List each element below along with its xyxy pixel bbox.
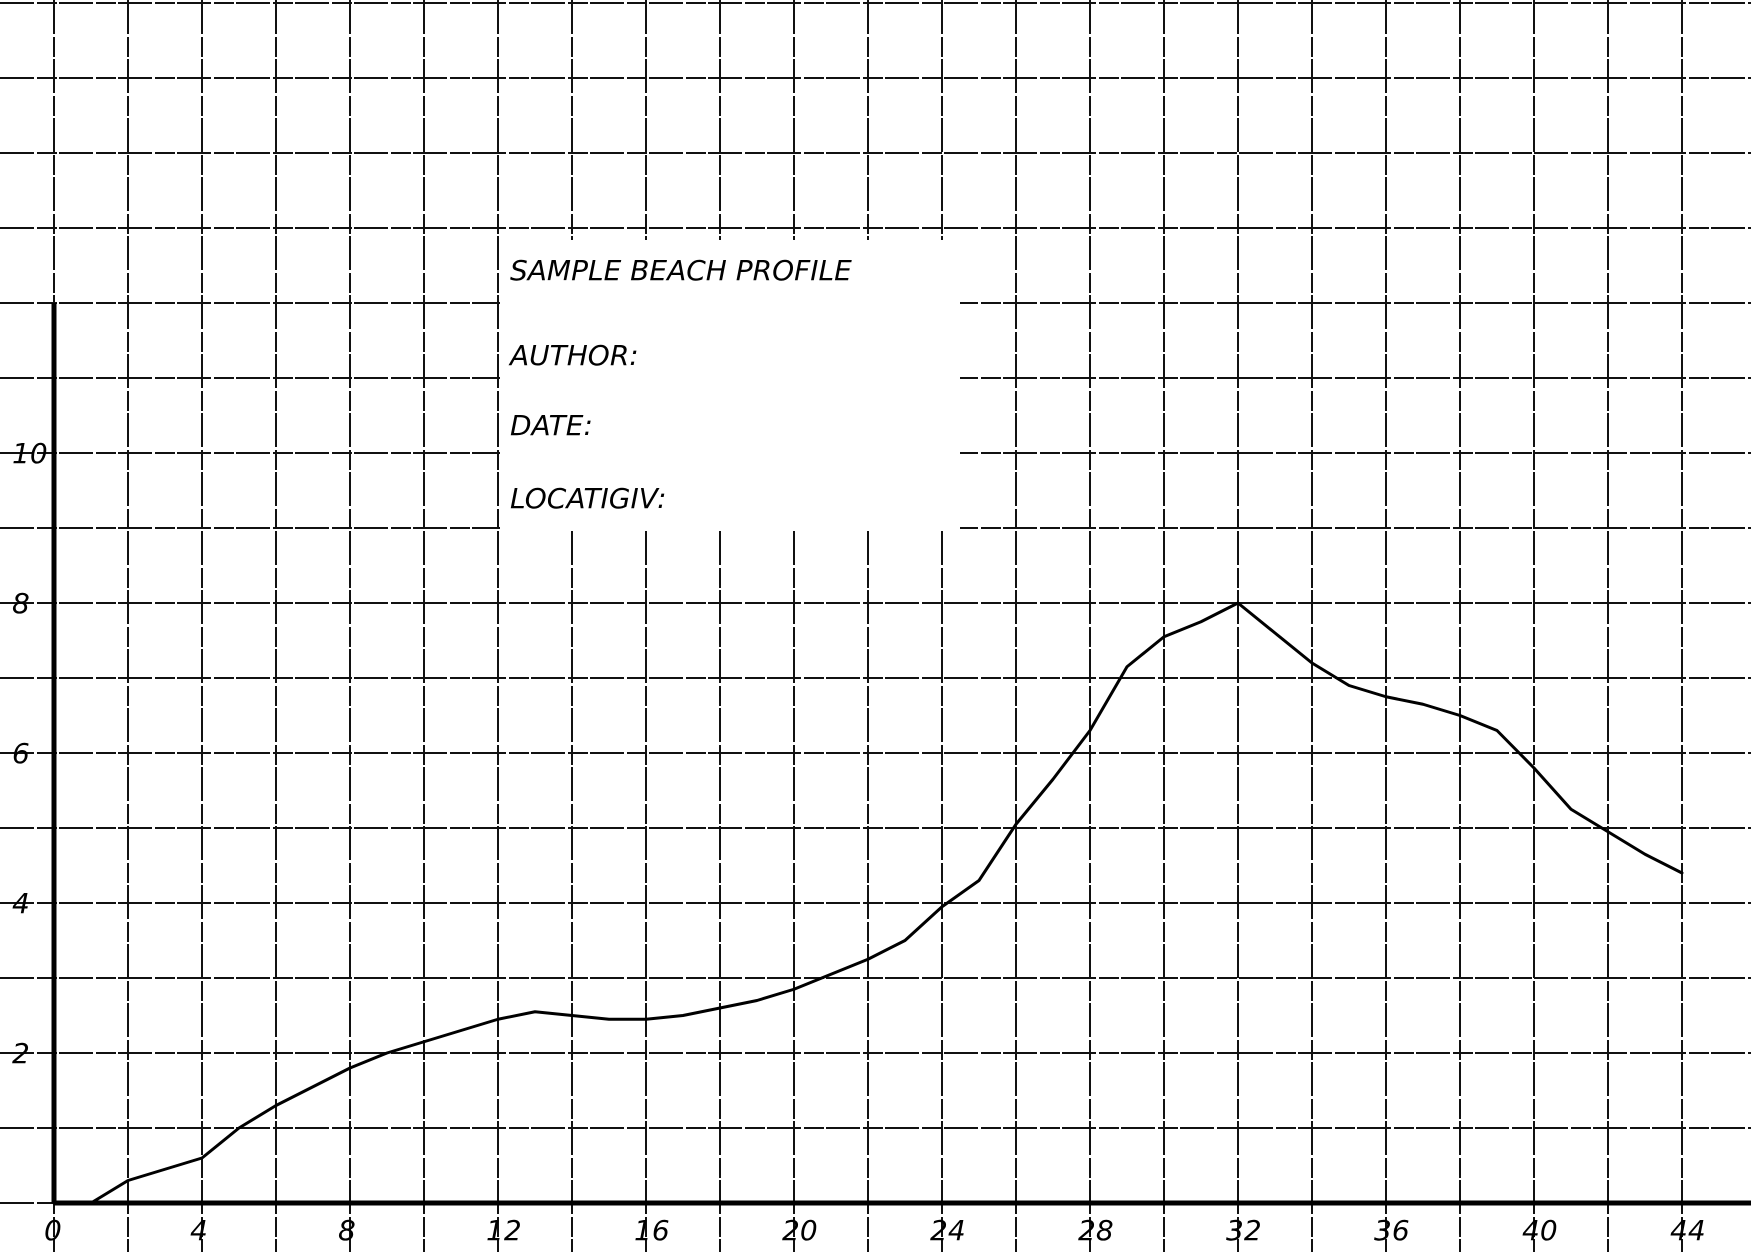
chart-series [52, 601, 1684, 1205]
x-tick-label: 24 [930, 1214, 966, 1247]
chart-notes: SAMPLE BEACH PROFILE AUTHOR: DATE: LOCAT… [500, 240, 960, 530]
x-tick-label: 16 [634, 1214, 670, 1247]
chart-title: SAMPLE BEACH PROFILE [510, 254, 852, 287]
x-tick-label: 4 [190, 1214, 208, 1247]
x-tick-label: 36 [1374, 1214, 1410, 1247]
y-tick-label: 2 [12, 1037, 30, 1070]
chart-axes [51, 303, 1751, 1206]
y-tick-label: 4 [12, 887, 30, 920]
date-label: DATE: [510, 409, 593, 442]
location-label: LOCATIGIV: [510, 482, 667, 515]
x-tick-label: 0 [44, 1214, 62, 1247]
x-tick-label: 44 [1670, 1214, 1706, 1247]
y-tick-label: 8 [12, 587, 30, 620]
beach-profile-line [52, 601, 1684, 1205]
y-tick-label: 6 [12, 737, 30, 770]
notes-background [500, 240, 960, 530]
x-tick-label: 28 [1078, 1214, 1114, 1247]
x-tick-label: 8 [338, 1214, 356, 1247]
x-tick-label: 32 [1226, 1214, 1262, 1247]
x-tick-label: 20 [782, 1214, 818, 1247]
x-tick-label: 12 [486, 1214, 522, 1247]
author-label: AUTHOR: [508, 339, 639, 372]
y-tick-label: 10 [12, 437, 48, 470]
x-tick-label: 40 [1522, 1214, 1558, 1247]
